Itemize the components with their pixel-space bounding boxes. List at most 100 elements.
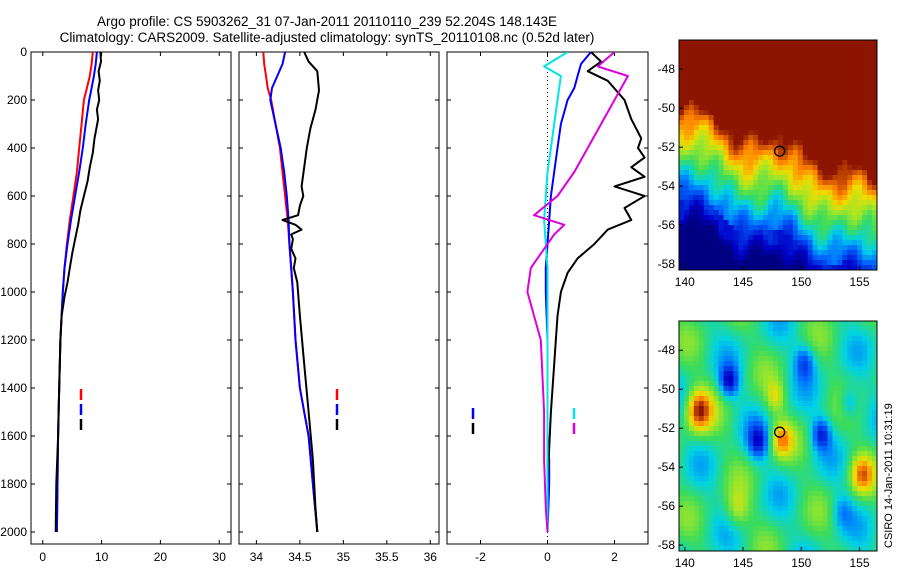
sst-heatmap-cell [708,130,715,136]
sst-heatmap-cell [758,125,764,131]
sla-heatmap-cell [688,406,695,412]
sst-heatmap-cell [768,250,774,256]
sla-heatmap-cell [718,531,725,537]
sla-heatmap-cell [778,541,784,547]
sst-heatmap-cell [683,65,690,71]
sla-heatmap-cell [847,471,853,477]
sla-heatmap-cell [743,486,749,492]
sla-heatmap-cell [728,481,735,487]
sla-heatmap-cell [733,481,739,487]
sla-heatmap-cell [862,541,868,547]
sla-heatmap-cell [713,391,720,397]
sla-heatmap-cell [802,436,809,442]
sst-heatmap-cell [748,250,754,256]
sla-heatmap-cell [683,511,690,517]
sla-heatmap-cell [822,371,829,377]
sla-heatmap-cell [733,356,739,362]
sst-heatmap-cell [683,235,690,241]
sla-heatmap-cell [842,496,848,502]
sla-heatmap-cell [847,331,853,337]
sst-heatmap-cell [748,55,754,61]
sla-heatmap-cell [782,511,789,517]
sst-heatmap-cell [872,125,877,131]
sst-heatmap-cell [802,130,809,136]
sla-heatmap-cell [698,466,705,472]
sst-heatmap-cell [723,190,730,196]
sst-heatmap-cell [827,110,834,116]
sla-heatmap-cell [807,376,814,382]
sst-heatmap-cell [807,190,814,196]
sst-heatmap-cell [807,65,814,71]
sla-heatmap-cell [812,431,819,437]
sla-heatmap-cell [782,456,789,462]
sst-heatmap-cell [763,175,769,181]
sla-heatmap-cell [827,331,834,337]
sst-heatmap-cell [728,165,735,171]
sla-heatmap-cell [718,546,725,551]
sla-heatmap-cell [713,356,720,362]
sst-heatmap-cell [867,135,873,141]
sla-heatmap-cell [708,341,715,347]
sla-heatmap-cell [713,446,720,452]
sst-heatmap-cell [792,165,799,171]
sst-heatmap-cell [862,245,868,251]
sla-heatmap-cell [748,346,754,352]
sla-heatmap-cell [708,451,715,457]
depth-tick-label: 0 [20,45,27,59]
sst-heatmap-cell [703,55,710,61]
sst-heatmap-cell [847,115,853,121]
sla-heatmap-cell [857,341,863,347]
sla-heatmap-cell [807,496,814,502]
sst-heatmap-cell [703,135,710,141]
sla-heatmap-cell [713,506,720,512]
sla-heatmap-cell [867,356,873,362]
sla-heatmap-cell [718,461,725,467]
sst-heatmap-cell [688,75,695,81]
sst-heatmap-cell [743,225,749,231]
sla-heatmap-cell [857,471,863,477]
sst-heatmap-cell [832,50,838,56]
sst-heatmap-cell [842,130,848,136]
sla-heatmap-cell [713,541,720,547]
sla-heatmap-cell [718,406,725,412]
sst-heatmap-cell [867,140,873,146]
sst-heatmap-cell [718,80,725,86]
salinity-plot-frame [238,51,440,545]
sla-heatmap-cell [857,521,863,527]
sla-heatmap-cell [733,401,739,407]
sla-heatmap-cell [778,431,784,437]
sla-heatmap-cell [862,396,868,402]
sst-heatmap-cell [862,195,868,201]
sst-heatmap-cell [713,60,720,66]
sst-heatmap-cell [867,170,873,176]
sst-heatmap-cell [733,100,739,106]
sst-heatmap-cell [773,80,779,86]
sst-heatmap-cell [683,85,690,91]
sst-heatmap-cell [867,70,873,76]
sst-heatmap-cell [847,225,853,231]
sla-heatmap-cell [698,526,705,532]
sla-heatmap-cell [802,496,809,502]
sst-heatmap-cell [708,75,715,81]
sst-heatmap-cell [698,100,705,106]
sst-heatmap-cell [857,110,863,116]
sla-heatmap-cell [733,506,739,512]
sst-heatmap-cell [837,100,843,106]
sla-heatmap-cell [713,421,720,427]
sla-heatmap-cell [683,501,690,507]
sla-heatmap-cell [763,491,769,497]
sst-heatmap-cell [743,215,749,221]
sla-heatmap-cell [768,466,774,472]
sst-heatmap-cell [852,165,858,171]
sla-heatmap-cell [812,336,819,342]
sst-heatmap-cell [817,190,824,196]
sst-heatmap-cell [852,115,858,121]
sla-heatmap-cell [733,471,739,477]
sla-heatmap-cell [698,496,705,502]
sla-heatmap-cell [812,376,819,382]
sla-heatmap-cell [768,491,774,497]
sst-heatmap-cell [733,110,739,116]
sst-heatmap-cell [693,225,700,231]
sst-heatmap-cell [872,130,877,136]
sst-heatmap-cell [837,55,843,61]
